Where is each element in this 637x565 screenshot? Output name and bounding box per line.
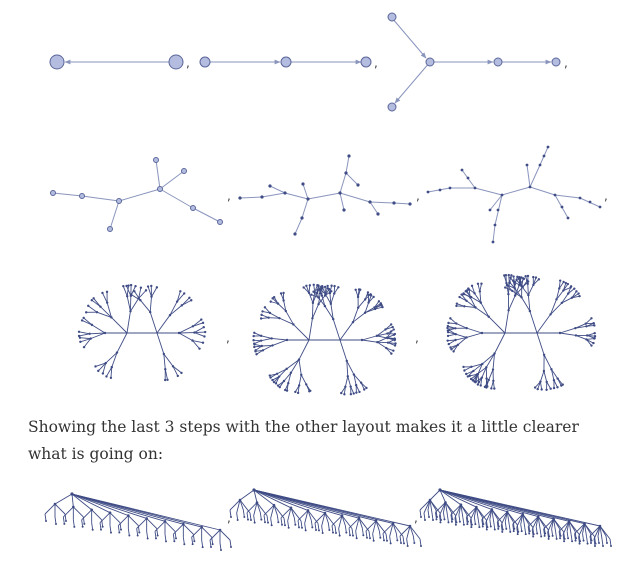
graph-step-9 (446, 273, 597, 391)
separator: , (374, 56, 378, 70)
separator: , (227, 511, 231, 525)
tree-layout-step-7 (44, 492, 232, 551)
graph-step-8 (252, 283, 397, 396)
separator: , (415, 331, 419, 345)
tree-layout-step-8 (229, 488, 422, 547)
graph-step-2 (199, 56, 372, 68)
graph-step-7 (77, 283, 207, 382)
separator: , (604, 189, 608, 203)
description-paragraph: Showing the last 3 steps with the other … (28, 418, 579, 463)
tree-layout-step-9 (419, 488, 612, 547)
graph-step-4 (50, 157, 223, 232)
separator: , (564, 56, 568, 70)
separator: , (227, 189, 231, 203)
separator: , (416, 189, 420, 203)
graph-step-5 (238, 154, 412, 236)
graph-step-6 (426, 145, 602, 244)
graph-step-3 (387, 12, 561, 112)
separator: , (414, 511, 418, 525)
graph-step-1 (49, 54, 184, 70)
separator: , (226, 331, 230, 345)
separator: , (186, 56, 190, 70)
